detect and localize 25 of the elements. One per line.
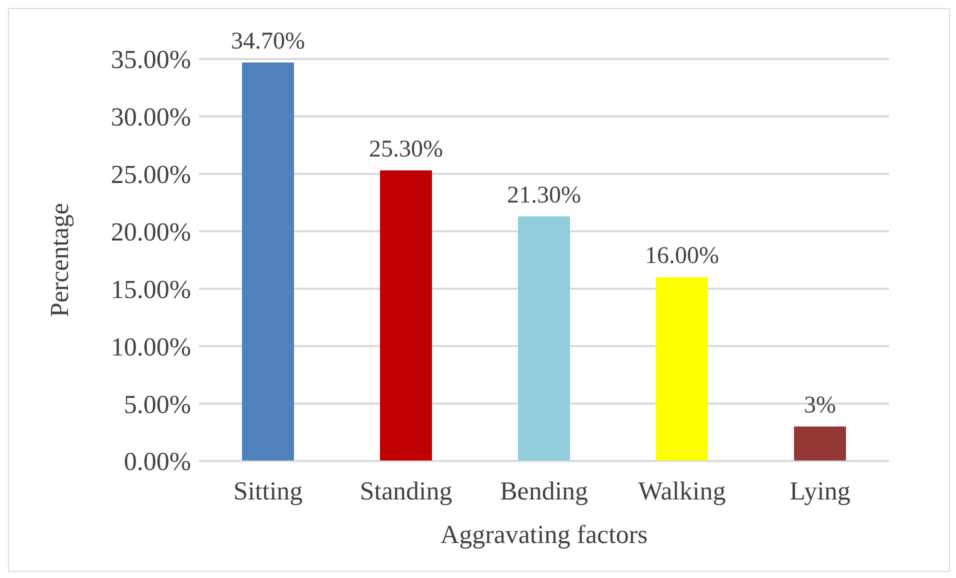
data-label: 21.30% (507, 182, 581, 208)
y-tick-label: 35.00% (110, 45, 191, 74)
bar (656, 277, 708, 461)
data-label: 25.30% (369, 136, 443, 162)
data-label: 16.00% (645, 243, 719, 270)
y-tick-label: 30.00% (110, 102, 191, 132)
x-tick-label: Sitting (233, 476, 303, 506)
y-tick-label: 25.00% (110, 160, 191, 190)
data-label: 3% (804, 392, 836, 419)
y-tick-label: 0.00% (124, 447, 191, 476)
x-tick-label: Walking (638, 476, 726, 506)
y-tick-label: 20.00% (110, 218, 191, 247)
x-tick-label: Standing (360, 476, 452, 506)
x-axis-title: Aggravating factors (440, 520, 648, 549)
y-tick-label: 10.00% (110, 332, 191, 362)
bar (242, 62, 294, 461)
bar (794, 426, 846, 461)
bar (380, 170, 432, 461)
y-tick-label: 5.00% (124, 390, 191, 419)
y-tick-label: 15.00% (110, 274, 191, 304)
data-label: 34.70% (231, 28, 305, 54)
bar (518, 216, 570, 461)
y-axis-title: Percentage (45, 202, 74, 318)
x-tick-label: Bending (500, 476, 588, 506)
x-tick-label: Lying (790, 476, 850, 506)
